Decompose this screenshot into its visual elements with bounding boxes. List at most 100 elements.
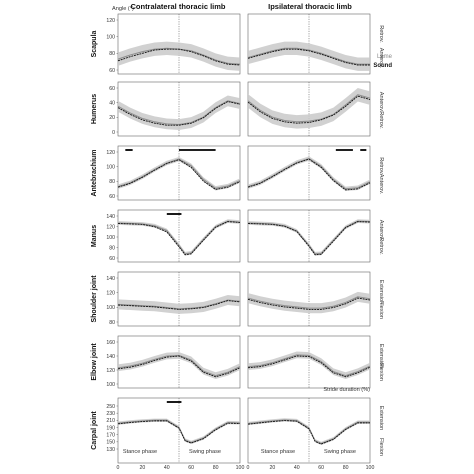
stance-phase-label-right: Stance phase bbox=[261, 449, 295, 455]
variability-band bbox=[248, 418, 370, 446]
y-tick-label: 210 bbox=[106, 418, 115, 424]
y-tick-label: 100 bbox=[106, 382, 115, 388]
row-label: Carpal joint bbox=[91, 411, 98, 450]
y-tick-label: 20 bbox=[109, 115, 115, 121]
y-tick-label: 60 bbox=[109, 256, 115, 262]
y-tick-label: 140 bbox=[106, 214, 115, 220]
row-manus: Manus Anterov.Retrov. 140 120 100 80 60 bbox=[91, 209, 384, 263]
direction-label-top: Extension bbox=[378, 406, 384, 431]
series-line-sound bbox=[247, 420, 370, 445]
variability-band bbox=[118, 156, 240, 191]
variability-band bbox=[248, 156, 370, 192]
variability-band bbox=[118, 294, 240, 314]
y-tick-label: 100 bbox=[106, 34, 115, 40]
series-line-lame bbox=[247, 94, 371, 123]
y-tick-label: 100 bbox=[106, 305, 115, 311]
variability-band bbox=[118, 95, 240, 130]
variability-band bbox=[118, 352, 240, 379]
series-line-sound bbox=[247, 355, 371, 378]
variability-band bbox=[248, 41, 370, 71]
row-antebrachium: Antebrachium Retrov.Anterov. 120 100 80 60 bbox=[91, 145, 384, 201]
direction-label-bottom: Flexion bbox=[378, 363, 384, 381]
direction-label-top: Extension bbox=[378, 280, 384, 305]
direction-label-top: Anterov. bbox=[378, 220, 384, 241]
direction-label-bottom: Anterov. bbox=[378, 48, 384, 69]
x-tick-label: 0 bbox=[247, 465, 250, 471]
variability-band bbox=[118, 219, 240, 256]
x-tick-label: 100 bbox=[236, 465, 245, 471]
y-tick-label: 130 bbox=[106, 447, 115, 453]
row-label: Elbow joint bbox=[91, 343, 98, 381]
x-tick-label: 60 bbox=[188, 465, 194, 471]
series-line-sound bbox=[247, 297, 371, 310]
direction-label-top: Retrov. bbox=[378, 25, 384, 43]
x-tick-label: 60 bbox=[318, 465, 324, 471]
series-line-lame bbox=[247, 419, 370, 444]
y-tick-label: 100 bbox=[106, 235, 115, 241]
column-title-ipsilateral: Ipsilateral thoracic limb bbox=[268, 2, 352, 11]
x-tick-label: 0 bbox=[117, 465, 120, 471]
series-line-sound bbox=[247, 48, 370, 66]
y-tick-label: 120 bbox=[106, 224, 115, 230]
y-tick-label: 0 bbox=[112, 130, 115, 136]
variability-band bbox=[248, 351, 370, 379]
x-tick-label: 80 bbox=[213, 465, 219, 471]
series-line-lame bbox=[117, 100, 241, 126]
variability-band bbox=[118, 41, 240, 71]
y-tick-label: 60 bbox=[109, 194, 115, 200]
series-line-sound bbox=[117, 48, 241, 66]
row-label: Antebrachium bbox=[91, 149, 98, 196]
series-line-lame bbox=[247, 157, 371, 190]
series-line-lame bbox=[247, 354, 371, 377]
direction-label-top: Retrov. bbox=[378, 157, 384, 175]
row-label: Shoulder joint bbox=[91, 275, 98, 323]
row-humerus: Humerus Anterov.Retrov. 60 40 20 0 bbox=[91, 81, 384, 137]
y-tick-label: 60 bbox=[109, 68, 115, 74]
y-tick-label: 40 bbox=[109, 100, 115, 106]
series-line-lame bbox=[117, 299, 241, 310]
direction-label-top: Anterov. bbox=[378, 92, 384, 113]
series-line-lame bbox=[247, 296, 371, 309]
series-line-lame bbox=[117, 158, 241, 189]
y-tick-label: 150 bbox=[106, 440, 115, 446]
direction-label-bottom: Flexion bbox=[378, 438, 384, 456]
variability-band bbox=[248, 219, 370, 256]
series-line-sound bbox=[117, 101, 241, 126]
series-line-sound bbox=[247, 158, 371, 191]
direction-label-bottom: Flexion bbox=[378, 301, 384, 319]
series-line-lame bbox=[117, 354, 241, 377]
series-line-sound bbox=[117, 159, 241, 190]
x-tick-label: 20 bbox=[270, 465, 276, 471]
y-tick-label: 230 bbox=[106, 411, 115, 417]
series-line-sound bbox=[117, 221, 241, 256]
angle-axis-label: Angle (°) bbox=[112, 6, 134, 12]
x-tick-label: 40 bbox=[164, 465, 170, 471]
y-tick-label: 250 bbox=[106, 404, 115, 410]
y-tick-label: 120 bbox=[106, 368, 115, 374]
row-label: Humerus bbox=[91, 94, 98, 124]
x-tick-label: 40 bbox=[294, 465, 300, 471]
y-tick-label: 120 bbox=[106, 290, 115, 296]
row-label: Manus bbox=[91, 225, 98, 247]
row-scapula: Scapula Retrov. Anterov. 120 100 80 60 bbox=[91, 13, 384, 75]
series-line-sound bbox=[117, 355, 241, 378]
y-tick-label: 80 bbox=[109, 320, 115, 326]
series-line-lame bbox=[247, 47, 370, 65]
y-tick-label: 140 bbox=[106, 276, 115, 282]
y-tick-label: 190 bbox=[106, 425, 115, 431]
x-axis-label: Stride duration (%) bbox=[323, 387, 370, 393]
y-tick-label: 80 bbox=[109, 179, 115, 185]
row-label: Scapula bbox=[91, 30, 98, 57]
x-tick-label: 20 bbox=[140, 465, 146, 471]
y-tick-label: 100 bbox=[106, 164, 115, 170]
variability-band bbox=[248, 291, 370, 314]
series-line-sound bbox=[247, 95, 371, 124]
direction-label-bottom: Retrov. bbox=[378, 111, 384, 129]
swing-phase-label-left: Swing phase bbox=[189, 449, 221, 455]
y-tick-label: 80 bbox=[109, 51, 115, 57]
direction-label-bottom: Anterov. bbox=[378, 174, 384, 195]
